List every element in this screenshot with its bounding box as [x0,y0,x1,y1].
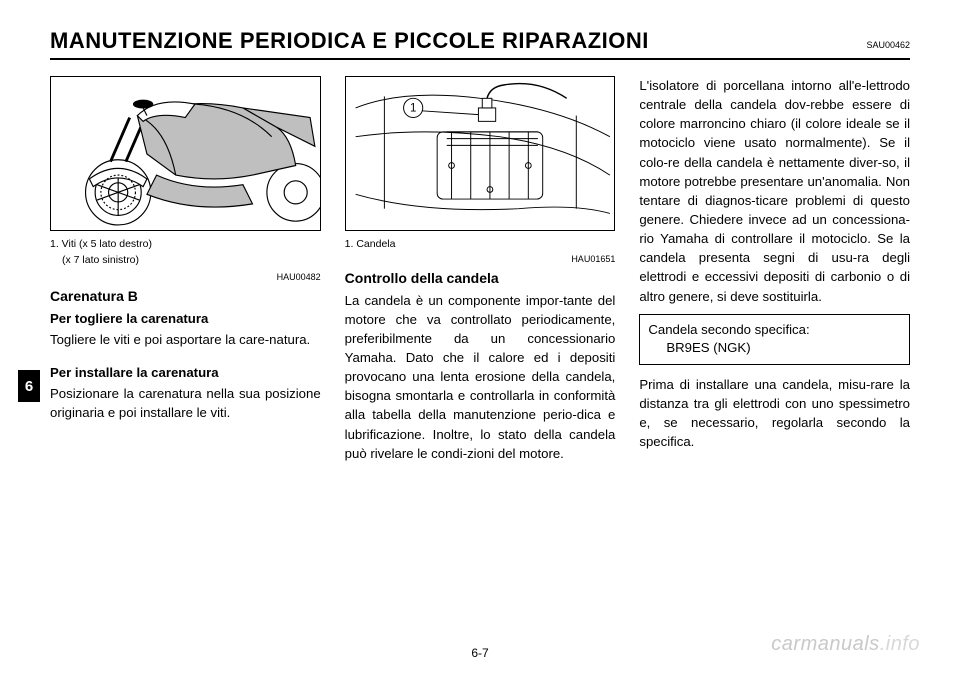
watermark: carmanuals.info [771,633,920,656]
page-code: SAU00462 [866,40,910,50]
section-code-1: HAU00482 [50,271,321,284]
section-tab: 6 [18,370,40,402]
para-togliere: Togliere le viti e poi asportare la care… [50,330,321,349]
manual-page: MANUTENZIONE PERIODICA E PICCOLE RIPARAZ… [0,0,960,676]
heading-controllo-candela: Controllo della candela [345,268,616,288]
para-installare: Posizionare la carenatura nella sua posi… [50,384,321,422]
sparkplug-icon: 1 [346,77,615,230]
spec-label: Candela secondo specifica: [648,321,901,339]
svg-text:1: 1 [410,103,416,115]
column-2: 1 1. Candela HAU01651 Controllo della ca… [345,76,616,465]
motorcycle-icon [51,77,320,230]
column-3: L'isolatore di porcellana intorno all'e-… [639,76,910,465]
watermark-b: info [886,633,920,655]
content-columns: 1. Viti (x 5 lato destro) (x 7 lato sini… [50,76,910,465]
para-prima-installare: Prima di installare una candela, misu-ra… [639,375,910,452]
figure1-caption-line1: 1. Viti (x 5 lato destro) [50,237,321,251]
figure2-caption: 1. Candela [345,237,616,251]
heading-carenatura-b: Carenatura B [50,286,321,306]
heading-togliere: Per togliere la carenatura [50,309,321,328]
spec-box-candela: Candela secondo specifica: BR9ES (NGK) [639,314,910,365]
para-controllo-candela: La candela è un componente impor-tante d… [345,291,616,463]
figure1-caption-line2: (x 7 lato sinistro) [50,253,321,267]
heading-installare: Per installare la carenatura [50,363,321,382]
figure-motorcycle [50,76,321,231]
spacer [50,351,321,361]
page-title: MANUTENZIONE PERIODICA E PICCOLE RIPARAZ… [50,28,649,54]
watermark-a: carmanuals [771,633,879,655]
column-1: 1. Viti (x 5 lato destro) (x 7 lato sini… [50,76,321,465]
spec-value: BR9ES (NGK) [648,339,901,357]
para-isolatore: L'isolatore di porcellana intorno all'e-… [639,76,910,306]
page-header: MANUTENZIONE PERIODICA E PICCOLE RIPARAZ… [50,28,910,60]
figure-sparkplug: 1 [345,76,616,231]
section-code-2: HAU01651 [345,253,616,266]
